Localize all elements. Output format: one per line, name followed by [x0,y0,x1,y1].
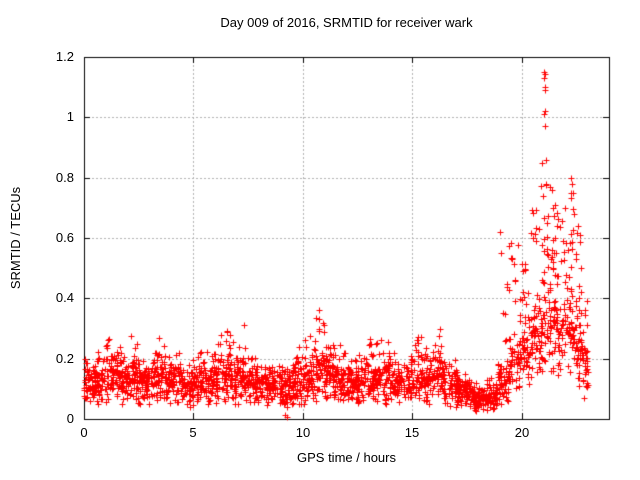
y-tick-label-0-2: 0.2 [55,351,74,366]
x-tick-label-15: 15 [404,425,420,440]
y-tick-label-0-8: 0.8 [55,170,74,185]
y-tick-label-1-2: 1.2 [55,49,74,64]
x-tick-label-20: 20 [514,425,530,440]
y-tick-label-0-4: 0.4 [55,290,74,305]
y-tick-label-0: 0 [66,411,74,426]
chart-title: Day 009 of 2016, SRMTID for receiver war… [220,15,473,30]
y-tick-label-1: 1 [66,109,74,124]
y-axis-label: SRMTID / TECUs [8,186,23,290]
x-tick-label-5: 5 [189,425,197,440]
x-tick-label-0: 0 [80,425,88,440]
x-axis-label: GPS time / hours [297,450,396,465]
x-tick-label-10: 10 [295,425,311,440]
y-tick-label-0-6: 0.6 [55,230,74,245]
